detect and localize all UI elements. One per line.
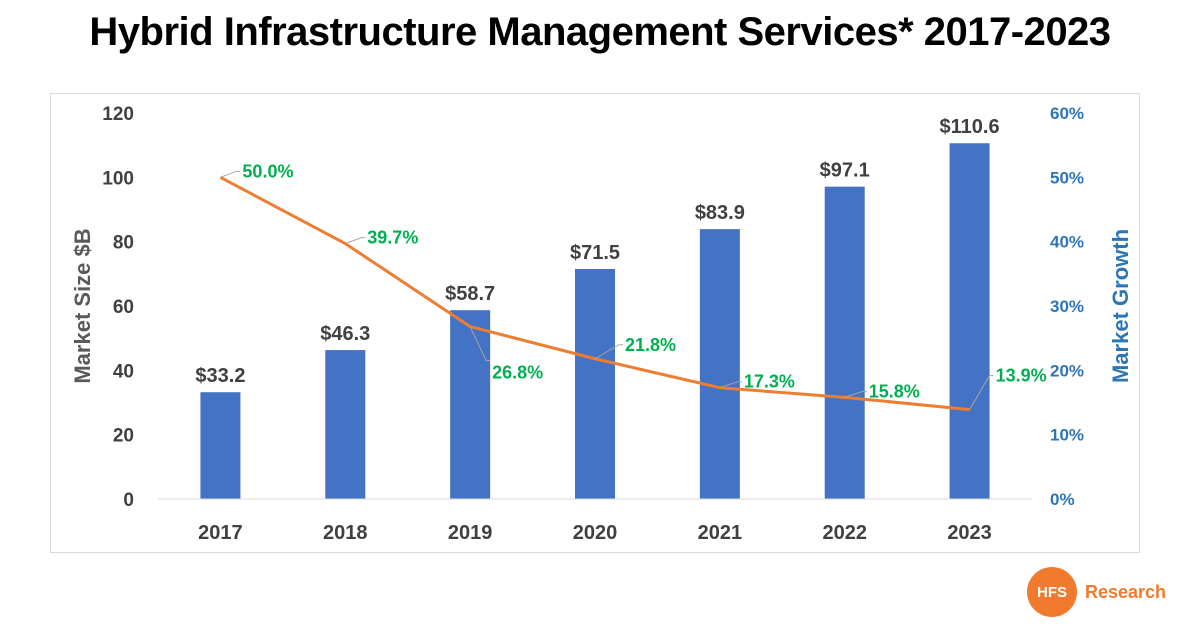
bar-2018 bbox=[325, 350, 366, 499]
bar-2019 bbox=[450, 310, 491, 499]
y-tick-label: 80 bbox=[113, 233, 134, 254]
page-title: Hybrid Infrastructure Management Service… bbox=[89, 10, 1111, 54]
bar-value-label: $33.2 bbox=[195, 365, 245, 387]
y-tick-label: 100 bbox=[102, 168, 134, 189]
y2-tick-label: 60% bbox=[1050, 104, 1084, 123]
y2-tick-label: 10% bbox=[1050, 426, 1084, 445]
growth-leader-line bbox=[345, 237, 366, 245]
growth-leader-line bbox=[220, 170, 241, 178]
growth-leader-line bbox=[969, 375, 994, 410]
growth-value-label: 50.0% bbox=[242, 161, 293, 181]
y2-tick-label: 40% bbox=[1050, 233, 1084, 252]
x-tick-label: 2020 bbox=[573, 522, 618, 544]
hfs-logo: HFS Research bbox=[1027, 566, 1166, 618]
y-tick-label: 40 bbox=[113, 361, 134, 382]
y-tick-label: 120 bbox=[102, 104, 134, 125]
bar-2022 bbox=[824, 186, 865, 499]
y-tick-label: 60 bbox=[113, 297, 134, 318]
axes-layer: 2017 2018 2019 2020 2021 2022 2023 0 20 40 60 80 100… bbox=[70, 104, 1133, 544]
growth-value-label: 13.9% bbox=[996, 366, 1047, 386]
bar-value-label: $83.9 bbox=[695, 202, 745, 224]
bar-value-label: $71.5 bbox=[570, 242, 620, 264]
bar-value-label: $46.3 bbox=[320, 323, 370, 345]
y2-tick-label: 20% bbox=[1050, 361, 1084, 380]
x-tick-label: 2019 bbox=[448, 522, 493, 544]
growth-value-label: 39.7% bbox=[367, 228, 418, 248]
growth-value-label: 15.8% bbox=[869, 381, 920, 401]
x-tick-label: 2023 bbox=[947, 522, 992, 544]
bar-2021 bbox=[699, 229, 740, 499]
growth-leader-line bbox=[719, 381, 742, 389]
y2-tick-label: 50% bbox=[1050, 168, 1084, 187]
y2-tick-label: 0% bbox=[1050, 490, 1075, 509]
bars-layer bbox=[200, 143, 990, 499]
growth-value-label: 26.8% bbox=[492, 363, 543, 383]
bar-value-label: $97.1 bbox=[820, 160, 870, 182]
bar-2017 bbox=[200, 392, 241, 499]
y2-tick-label: 30% bbox=[1050, 297, 1084, 316]
y-tick-label: 20 bbox=[113, 426, 134, 447]
growth-leader-line bbox=[469, 326, 491, 362]
bar-2023 bbox=[949, 143, 990, 499]
growth-leader-line bbox=[594, 344, 623, 360]
y-tick-label: 0 bbox=[123, 490, 134, 511]
chart-frame bbox=[50, 93, 1140, 553]
hfs-logo-mark: HFS bbox=[1027, 567, 1077, 617]
y2-axis-title: Market Growth bbox=[1108, 229, 1133, 383]
bar-2020 bbox=[575, 269, 615, 499]
x-tick-label: 2022 bbox=[822, 522, 867, 544]
growth-value-label: 21.8% bbox=[625, 335, 676, 355]
growth-value-label: 17.3% bbox=[744, 372, 795, 392]
growth-leader-line bbox=[844, 390, 867, 398]
x-tick-label: 2021 bbox=[698, 522, 743, 544]
x-tick-label: 2018 bbox=[323, 522, 368, 544]
hfs-logo-text: Research bbox=[1085, 581, 1167, 602]
y-axis-title: Market Size $B bbox=[70, 228, 95, 383]
x-tick-label: 2017 bbox=[198, 522, 243, 544]
bar-value-label: $110.6 bbox=[940, 116, 1000, 138]
bar-value-label: $58.7 bbox=[445, 283, 495, 305]
labels-layer: $33.2 $46.3 $58.7 $71.5 $83.9 $97.1 $110.6 50.0… bbox=[195, 116, 1047, 410]
